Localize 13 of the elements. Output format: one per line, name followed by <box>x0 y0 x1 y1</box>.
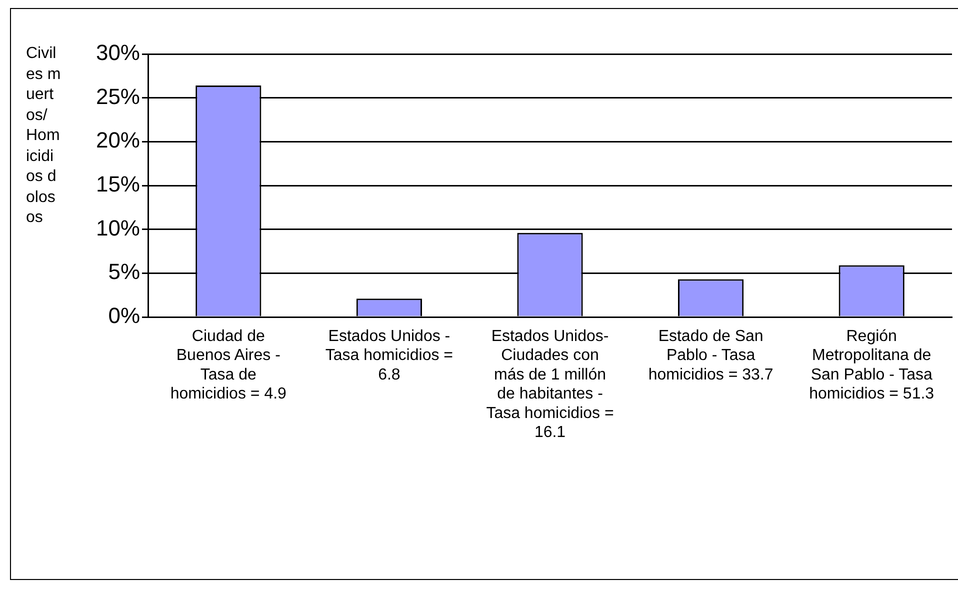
y-tick-label: 15% <box>96 172 140 197</box>
x-tick-label: Estados Unidos- Ciudades con más de 1 millón de habitantes - Tasa homicidios = 16.1 <box>486 328 614 442</box>
y-tick-label: 0% <box>108 303 140 328</box>
x-tick-label: Ciudad de Buenos Aires - Tasa de homicidios = 4.9 <box>170 328 287 403</box>
text: Civiles muertos/ Homicidios dolosos <box>26 45 61 226</box>
y-tick-label: 20% <box>96 128 140 153</box>
y-tick-label: 10% <box>96 215 140 240</box>
x-tick-label: Estado de San Pablo - Tasa homicidios = 33.7 <box>648 328 774 384</box>
y-tick-label: 30% <box>96 40 140 66</box>
y-tick-label: 25% <box>96 84 140 109</box>
y-tick-label: 5% <box>108 259 140 284</box>
x-tick-label: Región Metropolitana de San Pablo - Tasa homicidios = 51.3 <box>809 328 934 403</box>
x-tick-label: Estados Unidos - Tasa homicidios = 6.8 <box>325 328 454 384</box>
